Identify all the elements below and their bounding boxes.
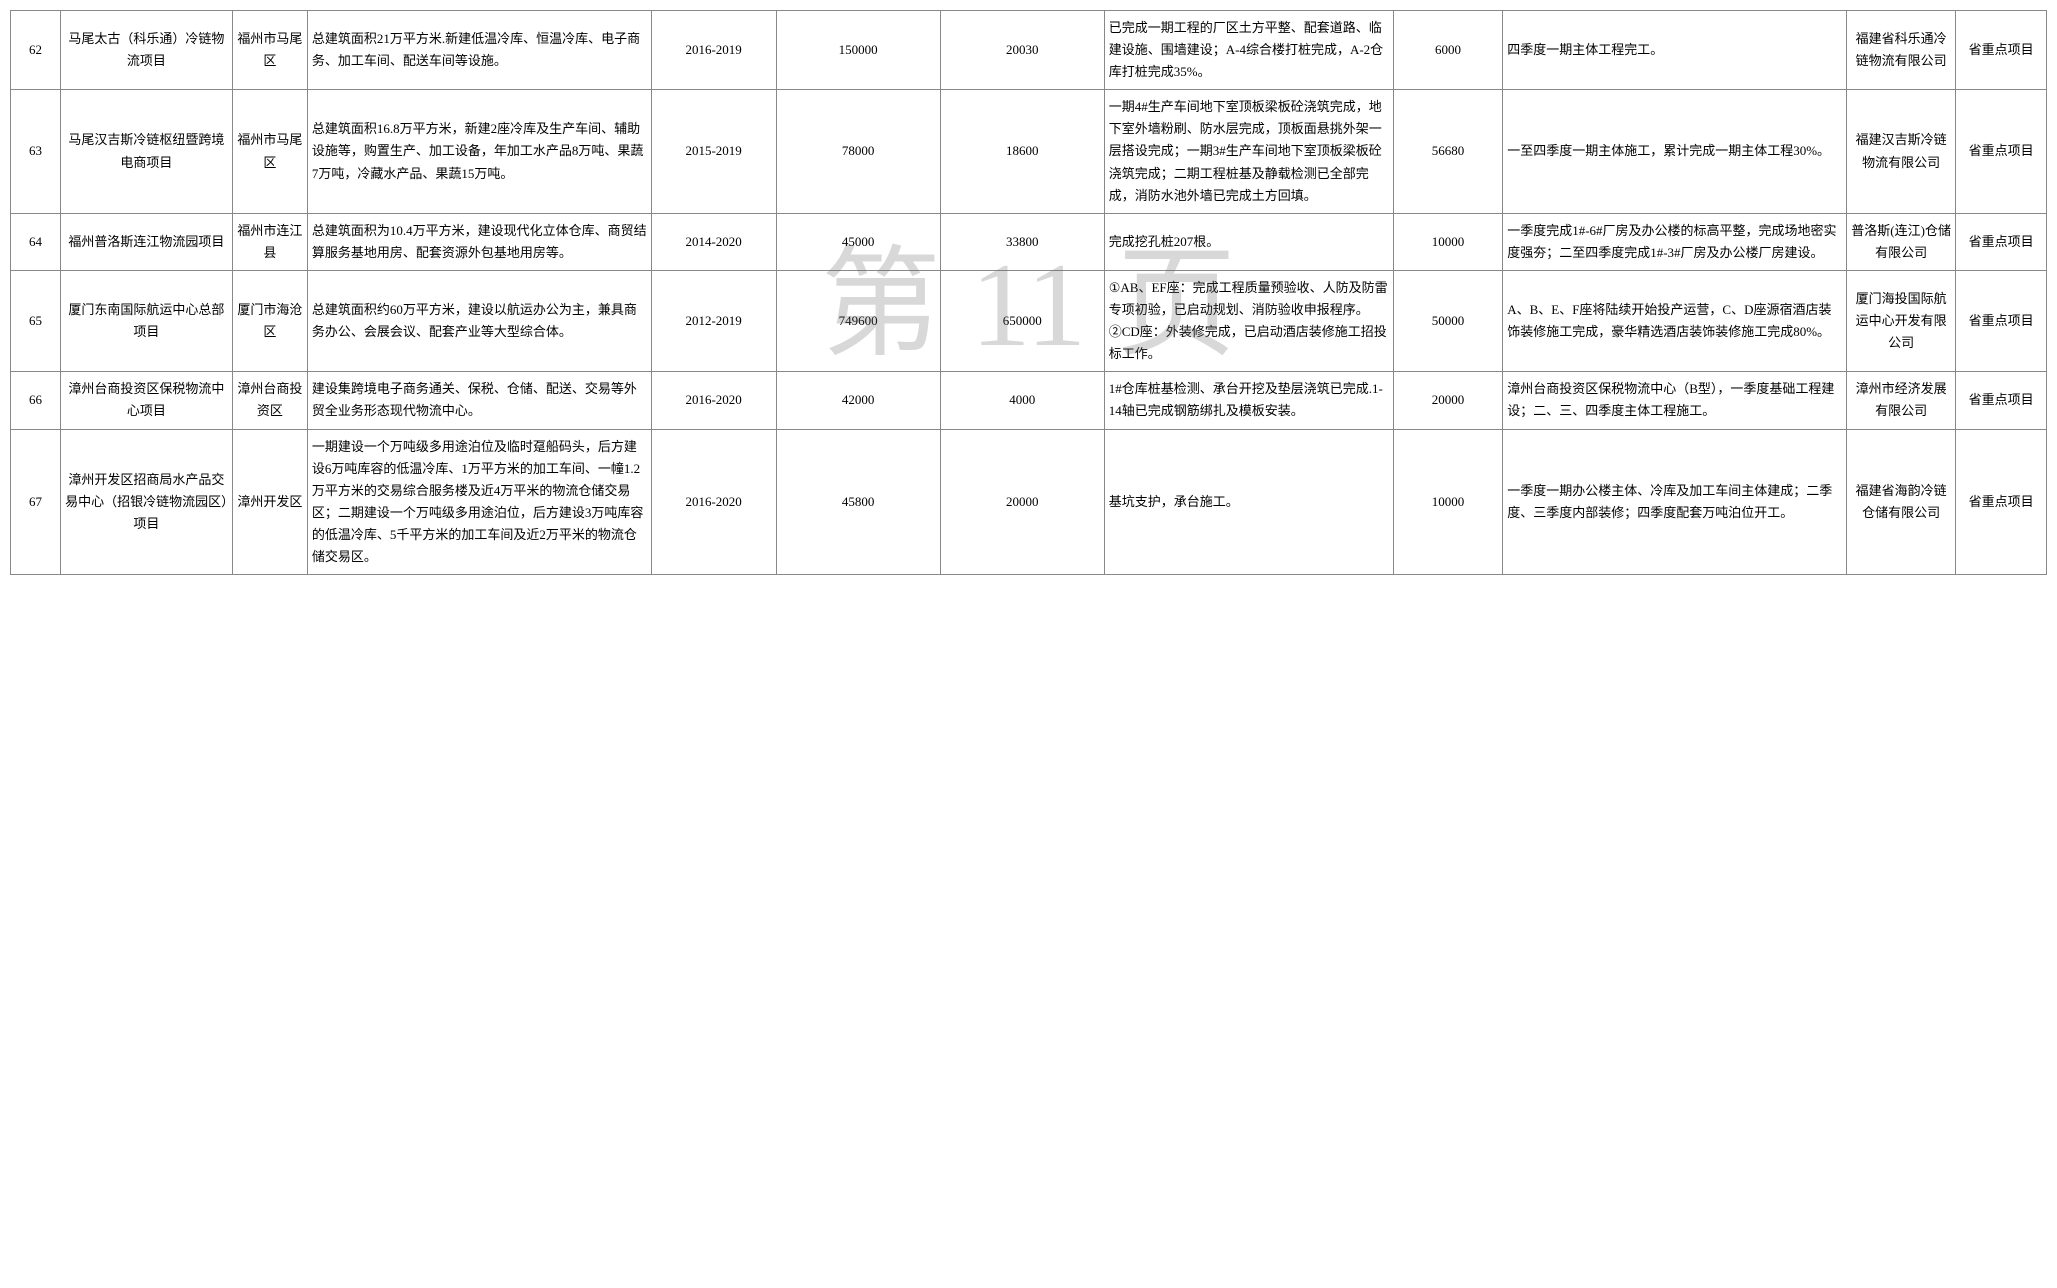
- table-cell: 150000: [776, 11, 940, 90]
- table-cell: 福州市连江县: [232, 213, 307, 270]
- table-cell: ①AB、EF座：完成工程质量预验收、人防及防雷专项初验，已启动规划、消防验收申报…: [1104, 270, 1393, 371]
- table-row: 64福州普洛斯连江物流园项目福州市连江县总建筑面积为10.4万平方米，建设现代化…: [11, 213, 2047, 270]
- table-cell: 45000: [776, 213, 940, 270]
- table-cell: 18600: [940, 90, 1104, 213]
- table-cell: 漳州台商投资区: [232, 372, 307, 429]
- table-cell: 50000: [1393, 270, 1502, 371]
- table-cell: 基坑支护，承台施工。: [1104, 429, 1393, 575]
- table-cell: 完成挖孔桩207根。: [1104, 213, 1393, 270]
- table-cell: 厦门海投国际航运中心开发有限公司: [1846, 270, 1955, 371]
- table-cell: 20000: [1393, 372, 1502, 429]
- table-cell: 省重点项目: [1956, 372, 2047, 429]
- table-cell: 一季度一期办公楼主体、冷库及加工车间主体建成；二季度、三季度内部装修；四季度配套…: [1503, 429, 1847, 575]
- table-cell: 2015-2019: [651, 90, 776, 213]
- table-cell: 78000: [776, 90, 940, 213]
- table-cell: 厦门东南国际航运中心总部项目: [61, 270, 233, 371]
- table-cell: 650000: [940, 270, 1104, 371]
- table-cell: 10000: [1393, 213, 1502, 270]
- table-cell: 省重点项目: [1956, 270, 2047, 371]
- projects-table: 62马尾太古（科乐通）冷链物流项目福州市马尾区总建筑面积21万平方米.新建低温冷…: [10, 10, 2047, 575]
- table-cell: 马尾太古（科乐通）冷链物流项目: [61, 11, 233, 90]
- table-cell: 四季度一期主体工程完工。: [1503, 11, 1847, 90]
- table-row: 65厦门东南国际航运中心总部项目厦门市海沧区总建筑面积约60万平方米，建设以航运…: [11, 270, 2047, 371]
- table-cell: 6000: [1393, 11, 1502, 90]
- table-cell: 20000: [940, 429, 1104, 575]
- table-cell: 福州市马尾区: [232, 90, 307, 213]
- table-cell: 福州普洛斯连江物流园项目: [61, 213, 233, 270]
- table-cell: A、B、E、F座将陆续开始投产运营，C、D座源宿酒店装饰装修施工完成，豪华精选酒…: [1503, 270, 1847, 371]
- table-row: 67漳州开发区招商局水产品交易中心（招银冷链物流园区）项目漳州开发区一期建设一个…: [11, 429, 2047, 575]
- table-cell: 厦门市海沧区: [232, 270, 307, 371]
- table-cell: 4000: [940, 372, 1104, 429]
- table-cell: 漳州市经济发展有限公司: [1846, 372, 1955, 429]
- table-cell: 省重点项目: [1956, 11, 2047, 90]
- table-cell: 67: [11, 429, 61, 575]
- table-cell: 33800: [940, 213, 1104, 270]
- table-cell: 漳州台商投资区保税物流中心项目: [61, 372, 233, 429]
- table-row: 66漳州台商投资区保税物流中心项目漳州台商投资区建设集跨境电子商务通关、保税、仓…: [11, 372, 2047, 429]
- table-cell: 普洛斯(连江)仓储有限公司: [1846, 213, 1955, 270]
- table-cell: 总建筑面积约60万平方米，建设以航运办公为主，兼具商务办公、会展会议、配套产业等…: [307, 270, 651, 371]
- table-cell: 福建汉吉斯冷链物流有限公司: [1846, 90, 1955, 213]
- table-cell: 已完成一期工程的厂区土方平整、配套道路、临建设施、围墙建设；A-4综合楼打桩完成…: [1104, 11, 1393, 90]
- table-cell: 2016-2020: [651, 429, 776, 575]
- table-cell: 一至四季度一期主体施工，累计完成一期主体工程30%。: [1503, 90, 1847, 213]
- table-cell: 一季度完成1#-6#厂房及办公楼的标高平整，完成场地密实度强夯；二至四季度完成1…: [1503, 213, 1847, 270]
- table-cell: 省重点项目: [1956, 429, 2047, 575]
- table-cell: 福州市马尾区: [232, 11, 307, 90]
- table-cell: 一期4#生产车间地下室顶板梁板砼浇筑完成，地下室外墙粉刷、防水层完成，顶板面悬挑…: [1104, 90, 1393, 213]
- table-cell: 63: [11, 90, 61, 213]
- table-row: 62马尾太古（科乐通）冷链物流项目福州市马尾区总建筑面积21万平方米.新建低温冷…: [11, 11, 2047, 90]
- table-cell: 福建省海韵冷链仓储有限公司: [1846, 429, 1955, 575]
- table-cell: 45800: [776, 429, 940, 575]
- table-cell: 省重点项目: [1956, 90, 2047, 213]
- table-cell: 省重点项目: [1956, 213, 2047, 270]
- table-cell: 56680: [1393, 90, 1502, 213]
- table-cell: 65: [11, 270, 61, 371]
- table-cell: 总建筑面积21万平方米.新建低温冷库、恒温冷库、电子商务、加工车间、配送车间等设…: [307, 11, 651, 90]
- table-cell: 漳州台商投资区保税物流中心（B型），一季度基础工程建设；二、三、四季度主体工程施…: [1503, 372, 1847, 429]
- table-cell: 10000: [1393, 429, 1502, 575]
- table-cell: 漳州开发区招商局水产品交易中心（招银冷链物流园区）项目: [61, 429, 233, 575]
- table-cell: 1#仓库桩基检测、承台开挖及垫层浇筑已完成.1-14轴已完成钢筋绑扎及模板安装。: [1104, 372, 1393, 429]
- table-cell: 建设集跨境电子商务通关、保税、仓储、配送、交易等外贸全业务形态现代物流中心。: [307, 372, 651, 429]
- table-cell: 62: [11, 11, 61, 90]
- table-row: 63马尾汉吉斯冷链枢纽暨跨境电商项目福州市马尾区总建筑面积16.8万平方米，新建…: [11, 90, 2047, 213]
- table-cell: 漳州开发区: [232, 429, 307, 575]
- table-cell: 一期建设一个万吨级多用途泊位及临时趸船码头，后方建设6万吨库容的低温冷库、1万平…: [307, 429, 651, 575]
- table-cell: 2012-2019: [651, 270, 776, 371]
- table-cell: 马尾汉吉斯冷链枢纽暨跨境电商项目: [61, 90, 233, 213]
- table-cell: 42000: [776, 372, 940, 429]
- table-cell: 2016-2020: [651, 372, 776, 429]
- table-cell: 总建筑面积16.8万平方米，新建2座冷库及生产车间、辅助设施等，购置生产、加工设…: [307, 90, 651, 213]
- table-cell: 20030: [940, 11, 1104, 90]
- table-cell: 749600: [776, 270, 940, 371]
- table-cell: 64: [11, 213, 61, 270]
- table-cell: 福建省科乐通冷链物流有限公司: [1846, 11, 1955, 90]
- table-cell: 66: [11, 372, 61, 429]
- table-cell: 2014-2020: [651, 213, 776, 270]
- table-cell: 总建筑面积为10.4万平方米，建设现代化立体仓库、商贸结算服务基地用房、配套资源…: [307, 213, 651, 270]
- table-cell: 2016-2019: [651, 11, 776, 90]
